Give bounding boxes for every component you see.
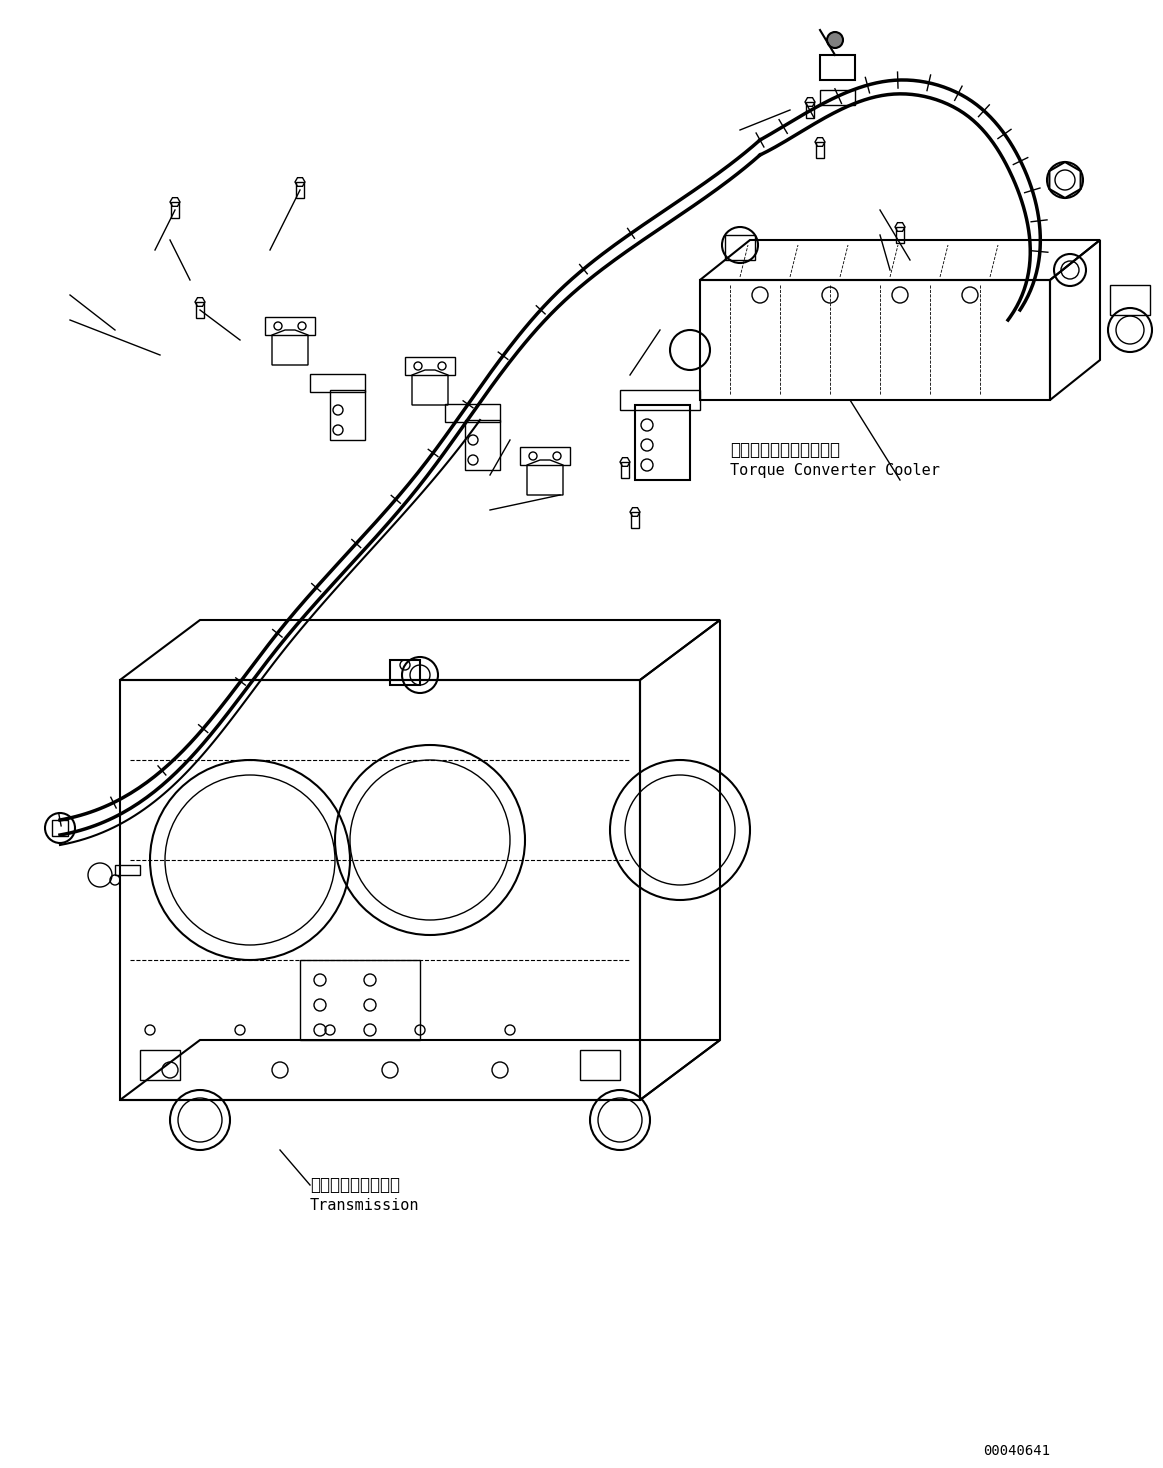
Text: Transmission: Transmission (311, 1198, 420, 1213)
Bar (300, 960, 420, 1039)
Text: 00040641: 00040641 (983, 1445, 1050, 1458)
Bar (171, 203, 179, 219)
Bar (140, 1050, 180, 1080)
Bar (621, 462, 629, 479)
Bar (1110, 285, 1150, 316)
Bar (115, 865, 140, 875)
Bar (405, 357, 455, 374)
Text: Torque Converter Cooler: Torque Converter Cooler (730, 462, 940, 479)
Bar (265, 317, 315, 335)
Circle shape (827, 32, 843, 48)
Bar (725, 235, 755, 260)
Bar (390, 661, 420, 686)
Bar (806, 101, 814, 117)
Bar (297, 182, 304, 198)
Text: トランスミッション: トランスミッション (311, 1176, 400, 1193)
Bar (580, 1050, 620, 1080)
Bar (197, 302, 204, 319)
Bar (465, 420, 500, 470)
Text: トルクコンバータクーラ: トルクコンバータクーラ (730, 440, 840, 459)
Bar (620, 390, 700, 410)
Bar (52, 821, 67, 835)
Bar (635, 405, 690, 480)
Bar (632, 512, 638, 528)
Bar (896, 228, 904, 244)
Bar (311, 374, 365, 392)
Bar (820, 90, 855, 106)
Bar (330, 390, 365, 440)
Bar (445, 404, 500, 421)
Bar (816, 142, 825, 159)
Bar (820, 54, 855, 79)
Bar (520, 446, 570, 465)
